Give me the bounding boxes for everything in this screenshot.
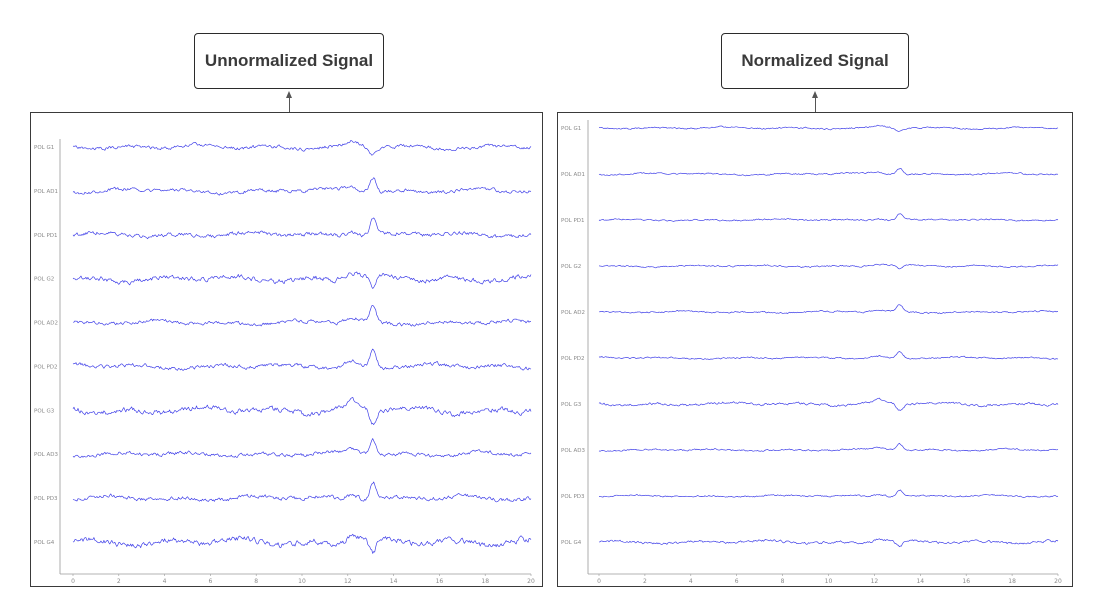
channel-label: POL AD1	[34, 189, 58, 195]
normalized-title: Normalized Signal	[741, 51, 889, 70]
x-tick-label: 0	[71, 578, 75, 585]
signal-trace	[598, 489, 1059, 498]
signal-trace	[72, 438, 532, 458]
channel-label: POL PD3	[561, 494, 585, 500]
x-tick-label: 16	[436, 578, 444, 585]
x-tick-label: 6	[735, 578, 739, 585]
channel-label: POL AD2	[34, 321, 58, 327]
x-tick-label: 10	[298, 578, 306, 585]
unnormalized-connector	[289, 96, 290, 112]
x-tick-label: 12	[871, 578, 879, 585]
x-tick-label: 2	[117, 578, 121, 585]
x-tick-label: 12	[344, 578, 352, 585]
channel-label: POL AD2	[561, 310, 585, 316]
unnormalized-title: Unnormalized Signal	[204, 51, 374, 70]
unnormalized-plot: POL G1 POL AD1 POL PD1 POL G2 POL AD2 POL PD2…	[34, 139, 535, 585]
channel-label: POL AD3	[561, 448, 585, 454]
channel-label: POL AD1	[561, 172, 585, 178]
signal-trace	[72, 397, 532, 425]
signal-trace	[598, 124, 1059, 132]
x-tick-label: 20	[527, 578, 535, 585]
x-tick-label: 4	[689, 578, 693, 585]
channel-label: POL PD3	[34, 496, 58, 502]
x-tick-label: 8	[781, 578, 785, 585]
signal-trace	[72, 533, 532, 554]
channel-label: POL G1	[34, 145, 54, 151]
x-tick-label: 4	[163, 578, 167, 585]
channel-label: POL PD2	[34, 364, 58, 370]
signal-trace	[598, 538, 1059, 548]
x-tick-label: 10	[825, 578, 833, 585]
normalized-arrowhead	[812, 91, 818, 98]
channel-label: POL G2	[561, 264, 581, 270]
signal-trace	[598, 213, 1059, 222]
signal-trace	[72, 140, 532, 156]
x-tick-label: 18	[1008, 578, 1016, 585]
signal-trace	[72, 177, 532, 196]
signal-trace	[598, 263, 1059, 270]
channel-label: POL G3	[561, 402, 582, 408]
signal-trace	[72, 217, 532, 240]
normalized-plot: POL G1 POL AD1 POL PD1 POL G2 POL AD2 POL PD2…	[561, 120, 1062, 585]
x-tick-label: 8	[254, 578, 258, 585]
unnormalized-panel: POL G1 POL AD1 POL PD1 POL G2 POL AD2 POL PD2…	[30, 112, 543, 587]
channel-label: POL PD1	[561, 218, 585, 224]
unnormalized-title-box: Unnormalized Signal	[194, 33, 384, 89]
signal-trace	[72, 348, 532, 371]
channel-label: POL PD1	[34, 233, 58, 239]
normalized-panel: POL G1 POL AD1 POL PD1 POL G2 POL AD2 POL PD2…	[557, 112, 1073, 587]
x-tick-label: 14	[916, 578, 924, 585]
signal-trace	[73, 305, 531, 327]
signal-trace	[72, 481, 532, 503]
channel-label: POL G3	[34, 408, 55, 414]
x-tick-label: 18	[481, 578, 489, 585]
normalized-title-box: Normalized Signal	[721, 33, 909, 89]
channel-label: POL G4	[561, 540, 582, 546]
normalized-connector	[815, 96, 816, 112]
x-tick-label: 6	[208, 578, 212, 585]
unnormalized-arrowhead	[286, 91, 292, 98]
signal-trace	[598, 351, 1059, 360]
signal-trace	[599, 304, 1058, 314]
channel-label: POL G2	[34, 277, 54, 283]
channel-label: POL G4	[34, 540, 55, 546]
x-tick-label: 20	[1054, 578, 1062, 585]
x-tick-label: 2	[643, 578, 647, 585]
signal-trace	[598, 442, 1059, 452]
channel-label: POL PD2	[561, 356, 585, 362]
signal-trace	[598, 167, 1059, 177]
signal-trace	[598, 397, 1059, 411]
x-tick-label: 16	[962, 578, 970, 585]
x-tick-label: 0	[597, 578, 601, 585]
signal-trace	[72, 271, 532, 289]
channel-label: POL G1	[561, 126, 581, 132]
x-tick-label: 14	[390, 578, 398, 585]
channel-label: POL AD3	[34, 452, 58, 458]
